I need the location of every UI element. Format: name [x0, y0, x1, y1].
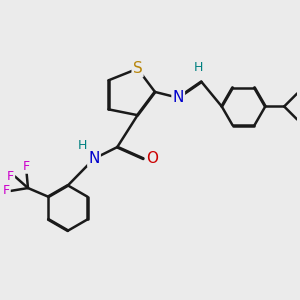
- Text: O: O: [146, 151, 158, 166]
- Text: H: H: [78, 139, 87, 152]
- Text: F: F: [7, 170, 14, 183]
- Text: N: N: [172, 90, 184, 105]
- Text: H: H: [194, 61, 203, 74]
- Text: F: F: [23, 160, 30, 173]
- Text: F: F: [3, 184, 10, 197]
- Text: N: N: [88, 151, 100, 166]
- Text: S: S: [133, 61, 142, 76]
